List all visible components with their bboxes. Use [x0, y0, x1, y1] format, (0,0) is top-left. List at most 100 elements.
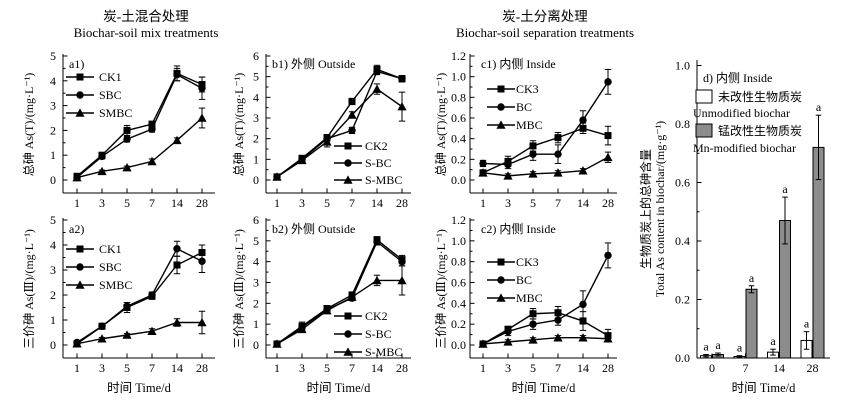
y-axis-label-c2: 三价砷 As(Ⅲ)/(mg·L⁻¹) — [434, 229, 448, 349]
y-axis-label-b2: 三价砷 As(Ⅲ)/(mg·L⁻¹) — [232, 229, 246, 349]
svg-text:0.4: 0.4 — [451, 296, 466, 310]
svg-text:0.4: 0.4 — [451, 132, 466, 146]
svg-text:BC: BC — [516, 100, 532, 114]
svg-text:28: 28 — [196, 196, 208, 210]
svg-text:a: a — [749, 271, 755, 285]
series-c2-MBC — [478, 333, 613, 348]
panel-label-d: d) 内侧 Inside — [703, 71, 772, 85]
svg-text:0.2: 0.2 — [675, 293, 690, 307]
svg-text:S-BC: S-BC — [365, 156, 392, 170]
bar-series-unmodified: a a aa — [700, 317, 813, 359]
svg-text:a: a — [737, 341, 743, 355]
svg-text:1: 1 — [50, 148, 56, 162]
svg-text:CK3: CK3 — [516, 255, 539, 269]
y-axis-label-d-en: Total As content in biochar/(mg·g⁻¹) — [653, 121, 667, 297]
series-c2-CK3 — [479, 305, 612, 348]
group-title-mix: 炭-土混合处理 Biochar-soil mix treatments — [40, 9, 252, 41]
svg-text:3: 3 — [253, 111, 259, 125]
svg-text:0.2: 0.2 — [451, 317, 466, 331]
svg-text:28: 28 — [196, 361, 208, 375]
y-axis-label-d-cn: 生物质炭上的总砷含量 — [638, 149, 653, 269]
panel-label-b1: b1) 外侧 Outside — [272, 57, 355, 71]
svg-text:3: 3 — [99, 361, 105, 375]
svg-text:4: 4 — [253, 90, 259, 104]
y-axis-label-a1: 总砷 As(T)/(mg·L⁻¹) — [22, 73, 36, 177]
svg-text:SBC: SBC — [99, 88, 122, 102]
x-axis-label-a2: 时间 Time/d — [107, 381, 172, 395]
svg-text:0: 0 — [50, 173, 56, 187]
chart-b1: 0 1 2 3 4 5 6 1 3 5 7 14 28 总砷 As(T)/(mg·L⁻¹) CK2 S-BC S… — [232, 49, 411, 210]
svg-text:5: 5 — [124, 196, 130, 210]
svg-text:a: a — [816, 100, 822, 114]
svg-text:0.6: 0.6 — [675, 176, 690, 190]
svg-text:2: 2 — [253, 296, 259, 310]
svg-text:7: 7 — [349, 196, 355, 210]
svg-text:0.4: 0.4 — [675, 234, 690, 248]
axes-b1: 0 1 2 3 4 5 6 1 3 5 7 14 28 — [253, 49, 411, 210]
svg-text:CK1: CK1 — [99, 242, 122, 256]
svg-text:0: 0 — [253, 338, 259, 352]
x-axis-label-b2: 时间 Time/d — [307, 381, 372, 395]
group-title-mix-cn: 炭-土混合处理 — [103, 9, 189, 24]
svg-text:0.6: 0.6 — [451, 276, 466, 290]
series-c1-CK3 — [479, 122, 612, 177]
svg-text:3: 3 — [50, 99, 56, 113]
svg-text:MBC: MBC — [516, 291, 543, 305]
svg-text:5: 5 — [253, 234, 259, 248]
group-title-mix-en: Biochar-soil mix treatments — [73, 25, 219, 40]
legend-b2: CK2 S-BC S-MBC — [334, 309, 402, 359]
svg-text:SMBC: SMBC — [99, 278, 132, 292]
group-title-separation-cn: 炭-土分离处理 — [502, 9, 588, 24]
svg-text:0.6: 0.6 — [451, 111, 466, 125]
panel-label-c1: c1) 内侧 Inside — [481, 57, 556, 71]
svg-text:3: 3 — [299, 196, 305, 210]
legend-a1: CK1 SBC SMBC — [66, 70, 132, 120]
svg-text:5: 5 — [530, 196, 536, 210]
svg-text:a: a — [782, 182, 788, 196]
legend-c1: CK3 BC MBC — [487, 82, 543, 132]
svg-text:Mn-modified biochar: Mn-modified biochar — [693, 141, 796, 155]
panel-label-c2: c2) 内侧 Inside — [481, 222, 556, 236]
axes-d: 0.0 0.2 0.4 0.6 0.8 1.0 0 7 14 28 — [675, 59, 830, 375]
svg-text:7: 7 — [743, 361, 749, 375]
svg-text:7: 7 — [149, 361, 155, 375]
svg-text:4: 4 — [50, 74, 56, 88]
y-axis-label-a2: 三价砷 As(Ⅲ)/(mg·L⁻¹) — [22, 229, 36, 349]
svg-text:1: 1 — [74, 196, 80, 210]
svg-text:0.2: 0.2 — [451, 152, 466, 166]
svg-text:28: 28 — [396, 196, 408, 210]
svg-text:5: 5 — [124, 361, 130, 375]
svg-text:5: 5 — [253, 70, 259, 84]
svg-text:S-MBC: S-MBC — [365, 173, 402, 187]
svg-text:SBC: SBC — [99, 260, 122, 274]
series-a2-SBC — [73, 240, 206, 347]
svg-text:1: 1 — [253, 317, 259, 331]
svg-text:0.0: 0.0 — [675, 351, 690, 365]
x-axis-label-c2: 时间 Time/d — [512, 381, 577, 395]
svg-text:5: 5 — [50, 49, 56, 63]
svg-text:CK2: CK2 — [365, 309, 388, 323]
svg-text:0.8: 0.8 — [451, 90, 466, 104]
svg-text:6: 6 — [253, 49, 259, 63]
svg-text:14: 14 — [171, 361, 183, 375]
svg-text:0.8: 0.8 — [451, 255, 466, 269]
axes-c2: 0.0 0.2 0.4 0.6 0.8 1.0 1.2 1 3 5 7 14 28 — [451, 213, 617, 375]
svg-text:2: 2 — [50, 288, 56, 302]
series-c1-MBC — [478, 151, 613, 180]
svg-text:MBC: MBC — [516, 118, 543, 132]
axes-a2: 0 1 2 3 4 5 1 3 5 7 14 28 — [50, 213, 215, 375]
svg-text:0: 0 — [253, 173, 259, 187]
svg-text:S-MBC: S-MBC — [365, 345, 402, 359]
svg-text:a: a — [770, 334, 776, 348]
svg-text:5: 5 — [530, 361, 536, 375]
svg-text:3: 3 — [50, 263, 56, 277]
x-axis-label-d: 时间 Time/d — [732, 381, 797, 395]
axes-c1: 0.0 0.2 0.4 0.6 0.8 1.0 1.2 1 3 5 7 14 28 — [451, 49, 617, 210]
svg-text:14: 14 — [371, 361, 383, 375]
svg-text:2: 2 — [253, 132, 259, 146]
panel-label-b2: b2) 外侧 Outside — [272, 222, 355, 236]
svg-text:1: 1 — [274, 196, 280, 210]
chart-a2: 0 1 2 3 4 5 1 3 5 7 14 28 三价砷 As(Ⅲ)/(mg·L⁻¹) 时间 Time/… — [22, 213, 215, 395]
svg-text:7: 7 — [555, 361, 561, 375]
